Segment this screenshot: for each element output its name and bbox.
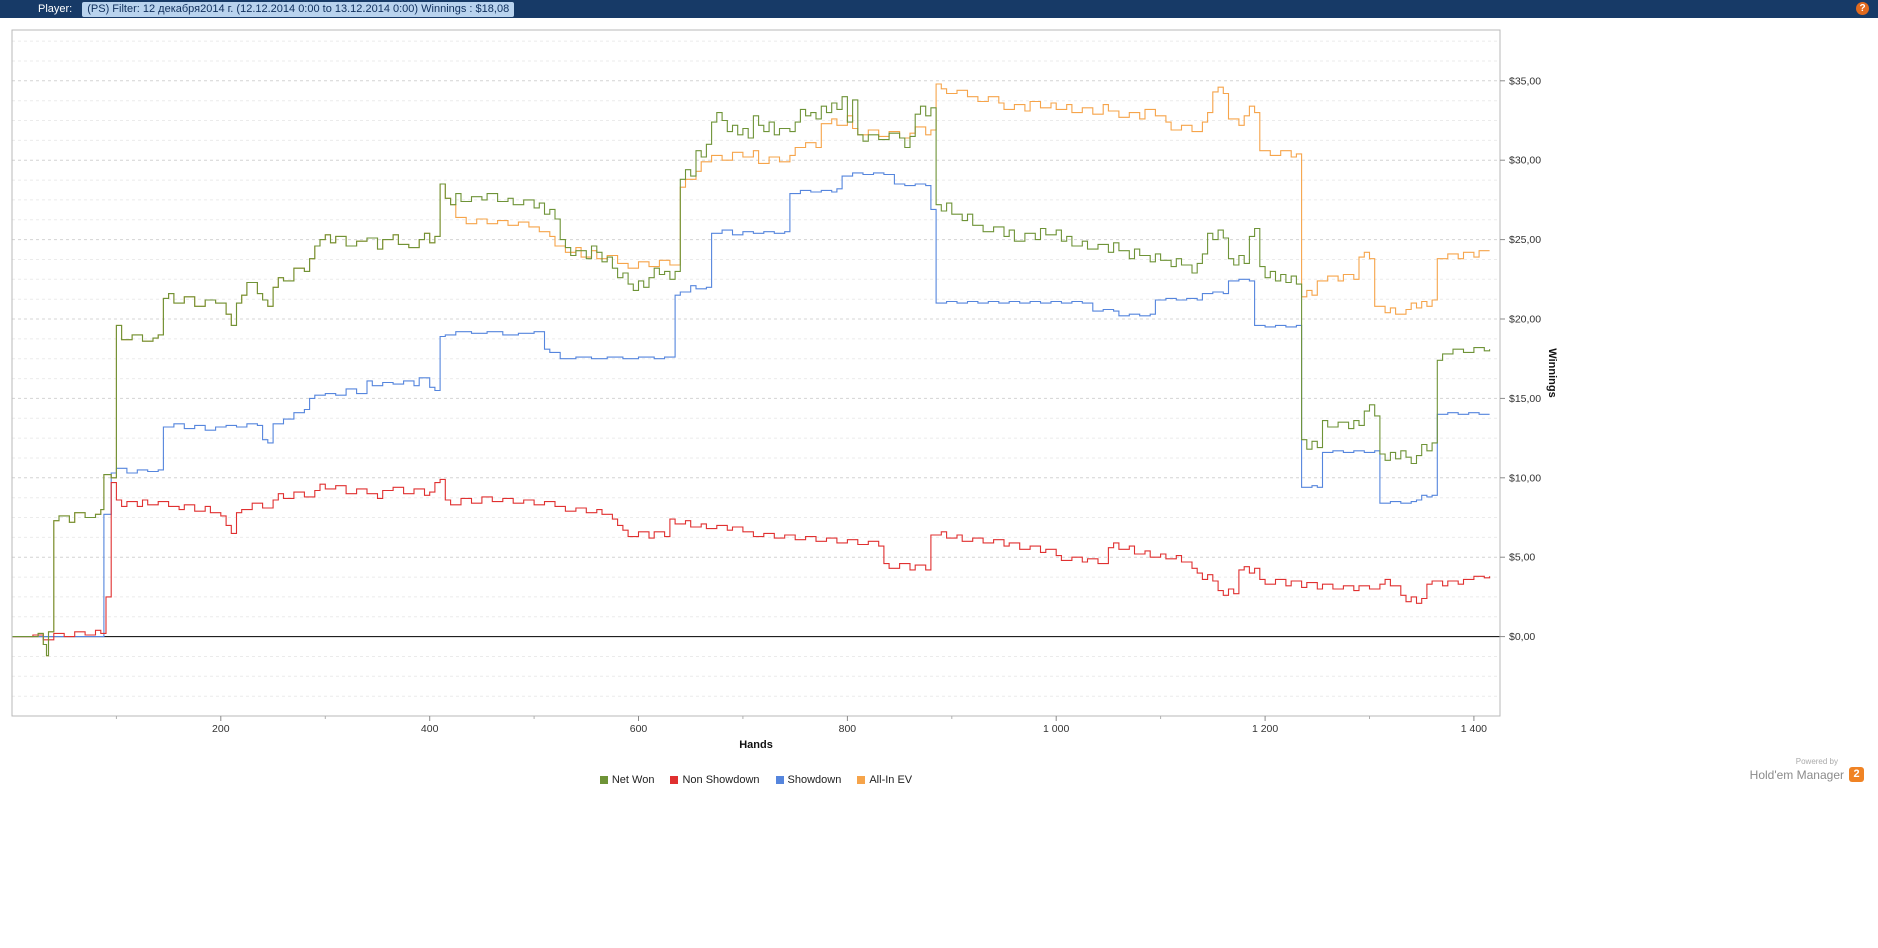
y-tick-label: $25,00	[1509, 234, 1541, 246]
y-tick-label: $15,00	[1509, 393, 1541, 405]
legend-item-net-won: Net Won	[599, 774, 655, 786]
x-tick-label: 1 400	[1461, 723, 1487, 735]
series-line-net-won	[12, 96, 1491, 657]
legend-label: Net Won	[611, 774, 655, 786]
branding: Powered by Hold'em Manager 2	[1750, 757, 1864, 782]
legend-item-all-in-ev: All-In EV	[857, 774, 912, 786]
legend-label: Non Showdown	[682, 774, 760, 786]
brand-name: Hold'em Manager	[1749, 767, 1844, 782]
legend-label: All-In EV	[869, 774, 913, 786]
y-tick-label: $35,00	[1509, 75, 1541, 87]
legend-item-showdown: Showdown	[775, 774, 842, 786]
y-tick-label: $20,00	[1509, 314, 1541, 326]
x-tick-label: 1 200	[1252, 723, 1278, 735]
legend-swatch-icon	[599, 776, 608, 784]
player-label: Player:	[38, 3, 73, 15]
x-tick-label: 1 000	[1043, 723, 1069, 735]
header-bar: Player: (PS) Filter: 12 декабря2014 г. (…	[0, 0, 1878, 18]
plot-border	[11, 29, 1501, 717]
brand-badge-icon: 2	[1849, 767, 1864, 782]
x-tick-label: 200	[212, 723, 230, 735]
x-tick-label: 600	[630, 723, 648, 735]
y-tick-label: $0,00	[1509, 631, 1535, 643]
y-tick-label: $5,00	[1509, 552, 1535, 564]
powered-by-label: Powered by	[1795, 757, 1838, 766]
series-line-showdown	[12, 172, 1490, 638]
legend-item-non-showdown: Non Showdown	[670, 774, 760, 786]
legend-swatch-icon	[857, 776, 866, 784]
winnings-line-chart: 200 400 600 800 1 000 1 200 1 400 $0,00 $5,00 $10…	[11, 29, 1558, 751]
legend-swatch-icon	[670, 776, 679, 784]
y-tick-label: $10,00	[1509, 472, 1541, 484]
x-axis-title: Hands	[739, 739, 773, 751]
plot-area	[12, 30, 1500, 716]
help-icon[interactable]: ?	[1856, 2, 1869, 15]
series-line-non-showdown	[12, 478, 1491, 641]
x-tick-label: 800	[839, 723, 857, 735]
y-tick-label: $30,00	[1509, 155, 1541, 167]
x-tick-label: 400	[421, 723, 439, 735]
legend-label: Showdown	[787, 774, 842, 786]
y-axis-title: Winnings	[1546, 348, 1558, 397]
legend-swatch-icon	[775, 776, 784, 784]
filter-text[interactable]: (PS) Filter: 12 декабря2014 г. (12.12.20…	[82, 1, 515, 17]
legend: Net Won Non Showdown Showdown All-In EV	[12, 774, 1500, 786]
